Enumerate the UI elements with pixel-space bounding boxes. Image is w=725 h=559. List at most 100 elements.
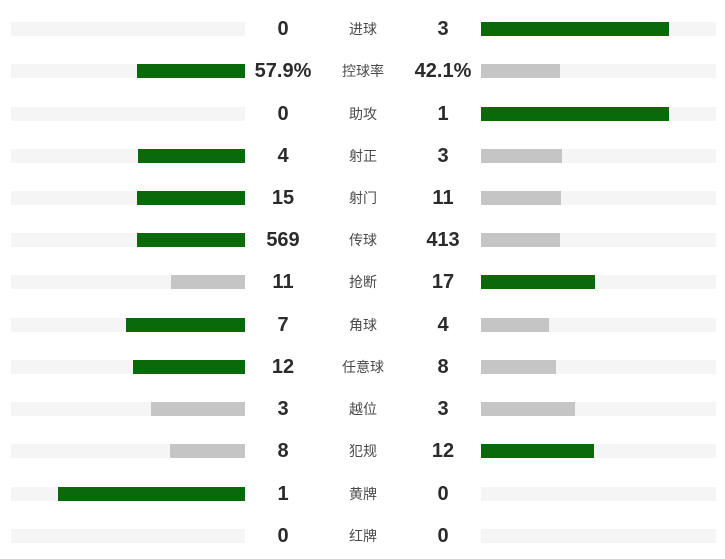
- left-bar-track: [11, 359, 245, 374]
- left-stat-bar: [137, 190, 245, 205]
- left-stat-bar: [125, 317, 245, 332]
- left-bar-track: [11, 486, 245, 501]
- left-bar-track: [11, 317, 245, 332]
- left-stat-bar: [151, 402, 245, 417]
- right-bar-track: [481, 402, 716, 417]
- right-stat-value: 4: [437, 313, 449, 336]
- left-stat-value: 0: [277, 102, 289, 125]
- left-stat-value: 15: [271, 186, 295, 209]
- right-stat-bar: [481, 148, 562, 163]
- right-bar-track: [481, 528, 716, 543]
- left-stat-bar: [170, 444, 245, 459]
- right-stat-value: 17: [431, 271, 455, 294]
- right-stat-value: 12: [431, 440, 455, 463]
- right-bar-track: [481, 148, 716, 163]
- left-bar-track: [11, 64, 245, 79]
- right-stat-bar: [481, 106, 669, 121]
- stat-row: 7 角球 4: [0, 304, 725, 346]
- stat-label: 黄牌: [349, 485, 377, 502]
- left-bar-track: [11, 528, 245, 543]
- right-stat-bar: [481, 233, 561, 248]
- stat-label: 控球率: [342, 63, 384, 80]
- left-stat-value: 1: [277, 482, 289, 505]
- stat-label: 任意球: [342, 358, 384, 375]
- left-bar-track: [11, 148, 245, 163]
- left-bar-track: [11, 402, 245, 417]
- right-bar-track: [481, 444, 716, 459]
- left-stat-value: 3: [277, 398, 289, 421]
- stat-label: 助攻: [349, 105, 377, 122]
- left-bar-track: [11, 106, 245, 121]
- left-bar-track: [11, 190, 245, 205]
- right-bar-track: [481, 486, 716, 501]
- right-stat-value: 3: [437, 144, 449, 167]
- stat-row: 0 助攻 1: [0, 92, 725, 134]
- left-stat-value: 0: [277, 524, 289, 547]
- right-stat-value: 0: [437, 524, 449, 547]
- left-stat-value: 57.9%: [254, 60, 312, 83]
- right-stat-bar: [481, 275, 596, 290]
- right-stat-bar: [481, 64, 561, 79]
- left-stat-bar: [57, 486, 245, 501]
- stat-label: 传球: [349, 232, 377, 249]
- stat-label: 越位: [349, 401, 377, 418]
- stat-row: 0 进球 3: [0, 8, 725, 50]
- right-stat-value: 413: [426, 229, 460, 252]
- stat-row: 57.9% 控球率 42.1%: [0, 50, 725, 92]
- right-stat-value: 11: [432, 186, 454, 209]
- right-stat-value: 1: [437, 102, 449, 125]
- stat-row: 4 射正 3: [0, 135, 725, 177]
- left-stat-value: 8: [277, 440, 289, 463]
- left-stat-bar: [136, 233, 245, 248]
- stat-label: 角球: [349, 316, 377, 333]
- right-bar-track: [481, 359, 716, 374]
- right-stat-value: 3: [437, 398, 449, 421]
- stat-label: 红牌: [349, 527, 377, 544]
- left-bar-track: [11, 233, 245, 248]
- stat-row: 8 犯规 12: [0, 430, 725, 472]
- right-stat-bar: [481, 190, 561, 205]
- right-stat-value: 42.1%: [414, 60, 472, 83]
- stat-row: 15 射门 11: [0, 177, 725, 219]
- right-stat-bar: [481, 402, 575, 417]
- right-bar-track: [481, 106, 716, 121]
- left-stat-bar: [132, 359, 245, 374]
- right-bar-track: [481, 317, 716, 332]
- left-stat-bar: [171, 275, 245, 290]
- stat-label: 射门: [349, 189, 377, 206]
- left-bar-track: [11, 275, 245, 290]
- right-bar-track: [481, 233, 716, 248]
- right-stat-value: 3: [437, 18, 449, 41]
- right-bar-track: [481, 190, 716, 205]
- stat-row: 12 任意球 8: [0, 346, 725, 388]
- right-bar-track: [481, 64, 716, 79]
- right-stat-value: 0: [437, 482, 449, 505]
- right-stat-bar: [481, 22, 669, 37]
- stat-label: 进球: [349, 21, 377, 38]
- left-bar-track: [11, 444, 245, 459]
- right-bar-track: [481, 275, 716, 290]
- stat-row: 1 黄牌 0: [0, 472, 725, 514]
- right-stat-bar: [481, 317, 550, 332]
- stat-row: 569 传球 413: [0, 219, 725, 261]
- right-stat-value: 8: [437, 355, 449, 378]
- stat-label: 射正: [349, 147, 377, 164]
- stat-row: 0 红牌 0: [0, 515, 725, 557]
- right-stat-bar: [481, 359, 557, 374]
- stat-label: 抢断: [349, 274, 377, 291]
- stat-label: 犯规: [349, 443, 377, 460]
- left-stat-value: 12: [271, 355, 295, 378]
- left-stat-value: 4: [277, 144, 289, 167]
- right-stat-bar: [481, 444, 594, 459]
- left-stat-bar: [136, 64, 245, 79]
- stat-row: 3 越位 3: [0, 388, 725, 430]
- left-stat-value: 0: [277, 18, 289, 41]
- left-stat-bar: [138, 148, 245, 163]
- right-bar-track: [481, 22, 716, 37]
- left-stat-value: 11: [272, 271, 294, 294]
- left-bar-track: [11, 22, 245, 37]
- stat-row: 11 抢断 17: [0, 261, 725, 303]
- left-stat-value: 569: [266, 229, 300, 252]
- left-stat-value: 7: [277, 313, 289, 336]
